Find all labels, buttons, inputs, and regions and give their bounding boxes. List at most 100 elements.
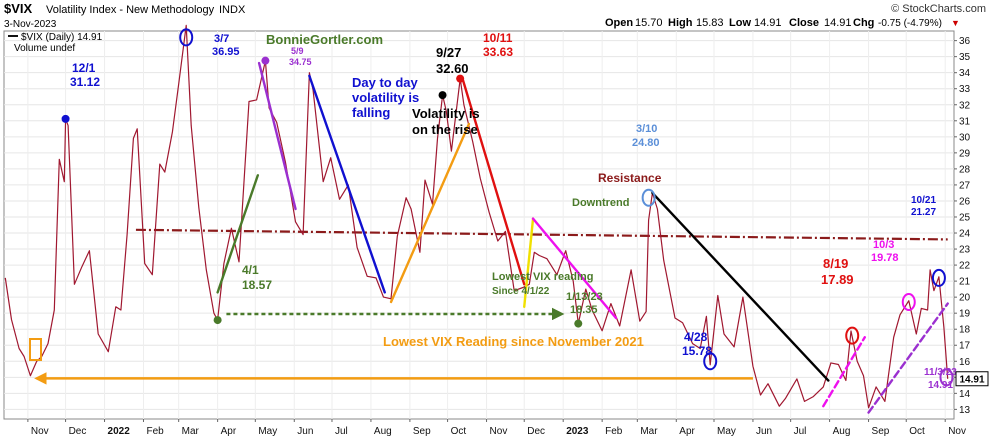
ann-11-3-23-value: 14.91 [928, 380, 953, 391]
x-tick-label: Dec [69, 426, 87, 437]
trend-line-red [461, 77, 526, 286]
y-tick-label: 25 [959, 212, 971, 223]
trend-line-black [651, 191, 830, 382]
ann-9-27-value: 32.60 [436, 61, 469, 76]
legend-series: $VIX (Daily) 14.91 [21, 32, 103, 43]
ann-10-21-value: 21.27 [911, 207, 936, 218]
ann-3-10-date: 3/10 [636, 123, 657, 135]
trend-line-magenta [531, 217, 618, 320]
marker-ellipse [641, 188, 656, 207]
y-tick-label: 29 [959, 148, 971, 159]
ann-12-1-value: 31.12 [70, 75, 100, 89]
annotation-markers [61, 28, 954, 387]
marker-dot [61, 114, 70, 123]
note-downtrend: Downtrend [572, 197, 629, 209]
x-tick-label: Mar [640, 426, 658, 437]
y-tick-label: 20 [959, 293, 971, 304]
x-tick-label: Jun [756, 426, 772, 437]
trend-line-purple [257, 61, 297, 211]
chart-date: 3-Nov-2023 [4, 19, 57, 30]
note-day-to-day: Day to day [352, 75, 419, 90]
y-tick-label: 26 [959, 196, 971, 207]
y-tick-label: 13 [959, 405, 971, 416]
marker-dot [213, 316, 222, 325]
ann-4-28-value: 15.78 [682, 344, 712, 358]
trend-line-orange [389, 122, 471, 304]
y-tick-label: 31 [959, 116, 971, 127]
y-tick-label: 24 [959, 229, 971, 240]
trend-line-purple-dash [867, 302, 949, 414]
marker-ellipse [179, 28, 194, 47]
note-on-the-rise: on the rise [412, 122, 478, 137]
close-label: Close [789, 17, 819, 29]
note-lowest-since-nov-2021: Lowest VIX Reading since November 2021 [383, 334, 644, 349]
ann-3-7-value: 36.95 [212, 46, 240, 58]
note-volatility-is: volatility is [352, 90, 419, 105]
marker-dot [261, 56, 270, 65]
ann-5-9-value: 34.75 [289, 57, 312, 67]
y-tick-label: 28 [959, 164, 971, 175]
x-tick-label: Feb [146, 426, 164, 437]
x-tick-label: May [258, 426, 277, 437]
ann-12-1-date: 12/1 [72, 61, 96, 75]
x-tick-label: Jun [297, 426, 313, 437]
ann-9-27-date: 9/27 [436, 45, 461, 60]
x-tick-label: Oct [451, 426, 467, 437]
note-resistance: Resistance [598, 171, 662, 185]
ann-11-3-23-date: 11/3/23 [924, 367, 957, 378]
marker-ellipse [931, 268, 946, 287]
x-tick-label: Nov [31, 426, 49, 437]
index-name: Volatility Index - New Methodology [46, 4, 215, 16]
x-tick-label: Aug [374, 426, 392, 437]
y-axis: 1314151617181920212223242526272829303132… [954, 36, 971, 416]
x-tick-label: 2023 [566, 426, 589, 437]
ann-4-1-value: 18.57 [242, 278, 272, 292]
trend-line-magenta-dash [822, 336, 866, 408]
x-tick-label: Apr [679, 426, 695, 437]
ann-8-19-date: 8/19 [823, 256, 848, 271]
open-value: 15.70 [635, 17, 663, 29]
trend-lines [216, 61, 949, 414]
ann-1-13-23-value: 18.35 [570, 304, 598, 316]
y-tick-label: 32 [959, 100, 971, 111]
resistance-line [135, 228, 948, 241]
trend-line-blue [308, 74, 386, 294]
ann-10-3-date: 10/3 [873, 239, 894, 251]
x-tick-label: Nov [948, 426, 966, 437]
ann-10-3-value: 19.78 [871, 252, 899, 264]
legend-volume: Volume undef [14, 43, 75, 54]
ann-4-28-date: 4/28 [684, 330, 708, 344]
ann-5-9-date: 5/9 [291, 46, 304, 56]
plot-area [3, 30, 955, 420]
y-tick-label: 33 [959, 84, 971, 95]
marker-ellipse [845, 326, 860, 345]
y-tick-label: 35 [959, 52, 971, 63]
copyright: © StockCharts.com [891, 3, 986, 15]
x-tick-label: Jul [794, 426, 807, 437]
marker-ellipse [939, 368, 954, 387]
x-tick-label: Apr [221, 426, 237, 437]
marker-dot [574, 319, 583, 328]
x-tick-label: Sep [413, 426, 431, 437]
last-price-value: 14.91 [959, 374, 984, 385]
ann-3-10-value: 24.80 [632, 137, 660, 149]
trend-line-yellow [523, 217, 535, 308]
low-label: Low [729, 17, 751, 29]
x-tick-label: Jul [335, 426, 348, 437]
x-axis: Nov Dec 2022 Feb Mar Apr May Jun Jul Aug Sep Oct Nov… [27, 419, 966, 437]
chg-value: -0.75 (-4.79%) [878, 18, 942, 29]
y-tick-label: 36 [959, 36, 971, 47]
x-tick-label: May [717, 426, 736, 437]
chg-down-arrow-icon: ▼ [951, 18, 960, 28]
high-label: High [668, 17, 693, 29]
x-tick-label: Feb [605, 426, 623, 437]
last-price-tag: 14.91 [955, 371, 989, 387]
ann-4-1-date: 4/1 [242, 263, 259, 277]
marker-dot [456, 74, 465, 83]
note-volatility-rise: Volatility is [412, 106, 480, 121]
orange-start-box [29, 338, 42, 361]
ann-8-19-value: 17.89 [821, 272, 854, 287]
y-tick-label: 27 [959, 180, 971, 191]
